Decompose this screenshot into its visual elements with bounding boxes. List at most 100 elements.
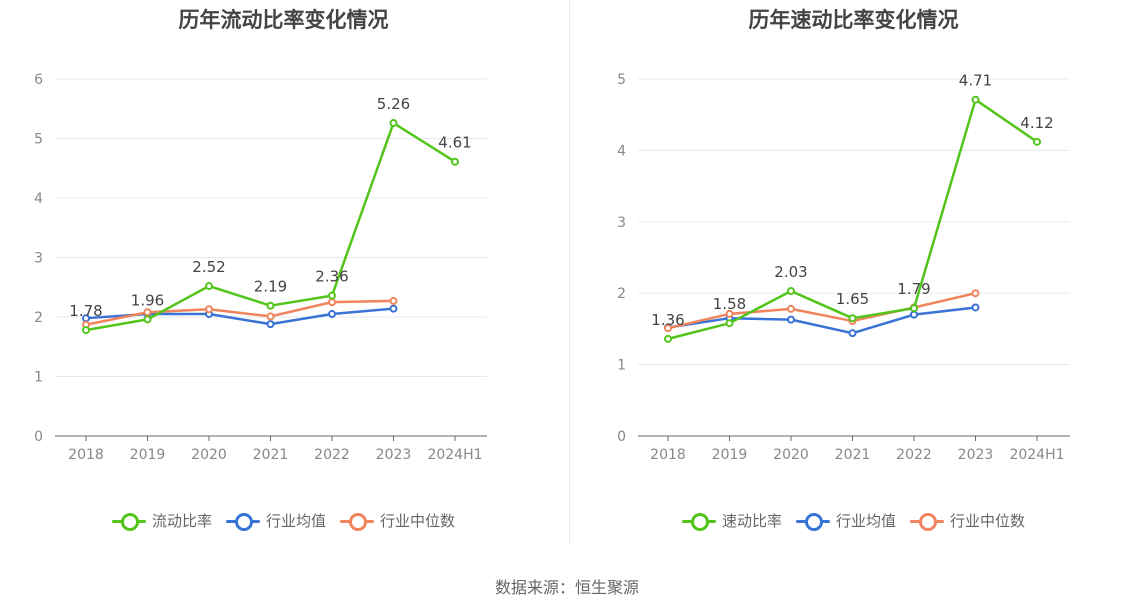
y-tick-label: 1: [617, 358, 626, 374]
legend-item[interactable]: 流动比率: [111, 510, 212, 531]
data-label: 1.79: [897, 280, 930, 298]
chart-legend: 流动比率 行业均值 行业中位数: [0, 510, 567, 531]
data-point: [143, 308, 152, 317]
legend-item[interactable]: 速动比率: [681, 510, 782, 531]
data-label: 2.19: [254, 278, 287, 296]
legend-label: 流动比率: [151, 512, 212, 530]
y-tick-label: 0: [34, 429, 43, 445]
current-ratio-chart: 历年流动比率变化情况 0 1 2 3 4 5 6 2018 2019 2020 2021 2022 20…: [0, 0, 567, 560]
data-point: [971, 95, 980, 104]
data-point: [143, 315, 152, 324]
data-point: [725, 319, 734, 328]
data-point: [787, 287, 795, 296]
data-label: 1.78: [69, 302, 102, 320]
y-tick-label: 4: [617, 143, 626, 159]
chart-legend: 速动比率 行业均值 行业中位数: [570, 510, 1134, 531]
y-tick-label: 2: [617, 286, 626, 302]
legend-swatch-icon: [111, 511, 146, 531]
legend-item[interactable]: 行业均值: [225, 510, 326, 531]
data-label: 2.52: [192, 258, 225, 276]
y-tick-label: 3: [34, 251, 43, 267]
legend-label: 行业中位数: [380, 512, 456, 530]
data-label: 1.36: [651, 311, 684, 329]
data-point: [1033, 137, 1041, 146]
data-point: [971, 303, 980, 312]
data-label: 1.65: [836, 290, 869, 308]
data-label: 4.12: [1020, 114, 1053, 132]
legend-label: 行业均值: [835, 512, 896, 530]
legend-swatch-icon: [795, 511, 830, 531]
data-label: 2.36: [315, 268, 348, 286]
data-point: [389, 119, 398, 128]
y-tick-label: 2: [34, 310, 43, 326]
legend-label: 行业均值: [265, 512, 326, 530]
data-point: [451, 157, 459, 166]
x-tick-label: 2020: [773, 447, 809, 463]
panel-divider: [569, 0, 570, 545]
quick-ratio-plot: 0 1 2 3 4 5 2018 2019 2020 2021 2022 2023 2024H1 1.36…: [617, 72, 1070, 463]
y-tick-label: 3: [617, 215, 626, 231]
legend-item[interactable]: 行业中位数: [340, 510, 455, 531]
data-point: [266, 301, 275, 310]
data-point: [971, 289, 980, 298]
data-point: [328, 310, 336, 319]
y-tick-label: 5: [617, 72, 626, 88]
legend-swatch-icon: [910, 511, 944, 531]
x-tick-label: 2019: [712, 447, 748, 463]
data-point: [787, 304, 795, 313]
data-point: [266, 320, 275, 329]
x-tick-label: 2024H1: [427, 447, 482, 463]
data-point: [725, 309, 734, 318]
quick-ratio-chart: 历年速动比率变化情况 0 1 2 3 4 5 2018 2019 2020 2021 2022 202…: [570, 0, 1134, 560]
legend-swatch-icon: [225, 511, 260, 531]
y-tick-label: 5: [34, 132, 43, 148]
x-tick-label: 2023: [376, 447, 412, 463]
data-point: [389, 304, 398, 313]
legend-item[interactable]: 行业均值: [795, 510, 896, 531]
data-point: [664, 334, 672, 343]
data-point: [910, 310, 918, 319]
legend-swatch-icon: [681, 511, 716, 531]
data-point: [328, 291, 336, 300]
x-tick-label: 2022: [314, 447, 350, 463]
data-point: [205, 282, 213, 291]
legend-swatch-icon: [340, 511, 374, 531]
data-point: [787, 315, 795, 324]
chart-title: 历年流动比率变化情况: [178, 8, 389, 32]
data-point: [82, 326, 90, 335]
data-point: [910, 304, 918, 313]
y-tick-label: 6: [34, 72, 43, 88]
data-point: [848, 314, 857, 323]
y-tick-label: 4: [34, 191, 43, 207]
data-point: [328, 298, 336, 307]
x-tick-label: 2019: [130, 447, 166, 463]
data-label: 4.71: [959, 72, 992, 90]
data-label: 1.96: [131, 291, 164, 309]
data-point: [266, 312, 275, 321]
series-line: [667, 306, 976, 335]
chart-title: 历年速动比率变化情况: [748, 8, 959, 32]
series-line: [667, 291, 976, 330]
x-tick-label: 2020: [191, 447, 227, 463]
legend-label: 行业中位数: [950, 512, 1026, 530]
data-point: [389, 296, 398, 305]
y-tick-label: 1: [34, 370, 43, 386]
data-point: [848, 329, 857, 338]
data-label: 2.03: [774, 263, 807, 281]
y-tick-label: 0: [617, 429, 626, 445]
data-point: [205, 305, 213, 314]
x-tick-label: 2018: [68, 447, 104, 463]
x-tick-label: 2021: [253, 447, 289, 463]
data-label: 1.58: [713, 295, 746, 313]
x-tick-label: 2024H1: [1009, 447, 1064, 463]
x-tick-label: 2022: [896, 447, 932, 463]
data-source: 数据来源：恒生聚源: [494, 578, 639, 597]
legend-item[interactable]: 行业中位数: [910, 510, 1025, 531]
series-line: [85, 299, 394, 326]
current-ratio-plot: 0 1 2 3 4 5 6 2018 2019 2020 2021 2022 2023 2024H1 1.7…: [34, 72, 487, 463]
data-point: [664, 324, 672, 333]
data-label: 4.61: [438, 134, 471, 152]
data-label: 5.26: [377, 95, 410, 113]
x-tick-label: 2018: [650, 447, 686, 463]
x-tick-label: 2021: [835, 447, 871, 463]
